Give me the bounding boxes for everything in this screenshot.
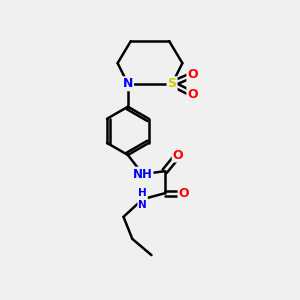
Text: O: O [188, 88, 198, 100]
Text: O: O [178, 187, 189, 200]
Text: O: O [173, 148, 183, 161]
Text: NH: NH [133, 168, 153, 181]
Text: S: S [168, 77, 177, 90]
Text: N: N [123, 77, 133, 90]
Text: H
N: H N [138, 188, 147, 210]
Text: O: O [188, 68, 198, 81]
